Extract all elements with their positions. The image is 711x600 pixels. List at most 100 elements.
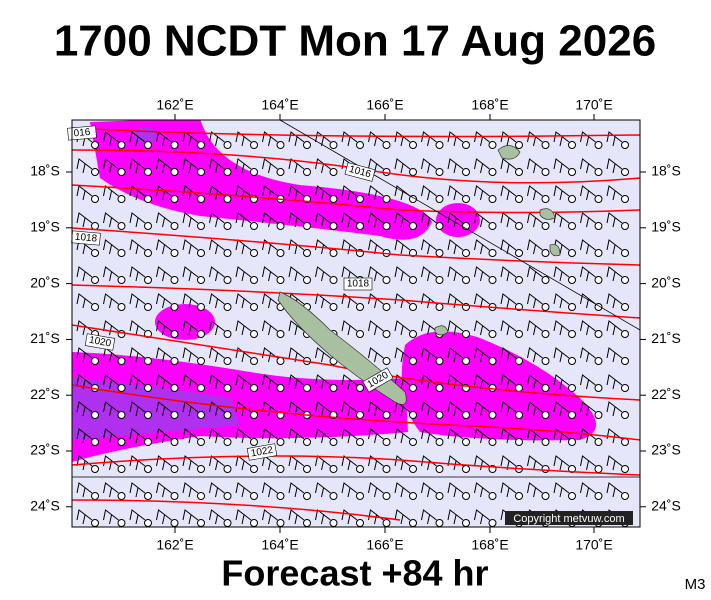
barb	[315, 428, 331, 444]
station	[250, 465, 258, 473]
barb	[447, 293, 464, 309]
barb	[129, 509, 146, 525]
barb	[368, 293, 384, 309]
station	[409, 411, 417, 419]
barb	[182, 509, 199, 525]
barb	[527, 158, 543, 174]
station	[144, 384, 152, 392]
station	[91, 303, 99, 311]
station	[435, 357, 444, 365]
barb	[235, 347, 252, 363]
barb	[209, 320, 225, 336]
label-box	[343, 277, 373, 291]
barb	[262, 239, 278, 255]
station	[303, 222, 311, 230]
station	[197, 384, 205, 392]
station	[409, 330, 417, 338]
station	[594, 465, 603, 473]
barb	[315, 347, 331, 363]
frame	[71, 119, 641, 528]
station	[409, 249, 417, 257]
barb	[606, 293, 623, 309]
station	[435, 465, 444, 473]
station	[117, 357, 126, 365]
station	[568, 249, 576, 257]
barb	[368, 455, 384, 471]
lat-label: 21˚S	[651, 330, 681, 346]
station	[250, 168, 258, 176]
station	[621, 330, 629, 338]
station	[488, 492, 497, 500]
barb	[474, 428, 490, 444]
barb	[288, 320, 305, 336]
station	[594, 249, 603, 257]
station	[541, 222, 550, 230]
barb	[606, 455, 623, 471]
barb	[156, 455, 172, 471]
barb	[129, 428, 146, 444]
barb	[76, 212, 93, 228]
barb	[500, 266, 517, 282]
station	[568, 492, 576, 500]
barb	[447, 455, 464, 471]
barb	[474, 131, 490, 147]
station	[303, 276, 311, 284]
station	[276, 276, 285, 284]
station	[144, 141, 152, 149]
station	[144, 249, 152, 257]
barb	[341, 320, 358, 336]
station	[409, 492, 417, 500]
station	[382, 411, 391, 419]
station	[91, 249, 99, 257]
barb	[368, 131, 384, 147]
barb	[606, 185, 623, 201]
station	[462, 357, 470, 365]
station	[462, 411, 470, 419]
barb	[500, 347, 517, 363]
station	[197, 492, 205, 500]
barb	[288, 131, 305, 147]
station	[329, 438, 338, 446]
station	[144, 168, 152, 176]
barb	[527, 266, 543, 282]
station	[382, 492, 391, 500]
barb	[235, 131, 252, 147]
barb	[553, 401, 570, 417]
station	[276, 357, 285, 365]
station	[621, 384, 629, 392]
station	[515, 195, 523, 203]
station	[621, 303, 629, 311]
barb	[500, 374, 517, 390]
station	[223, 222, 232, 230]
barb	[103, 131, 119, 147]
barb	[288, 428, 305, 444]
station	[621, 492, 629, 500]
barb	[500, 428, 517, 444]
barb	[182, 455, 199, 471]
station	[197, 222, 205, 230]
barb	[447, 347, 464, 363]
barb	[156, 347, 172, 363]
barb	[182, 374, 199, 390]
barb	[580, 158, 596, 174]
station	[409, 222, 417, 230]
station	[488, 330, 497, 338]
station	[515, 438, 523, 446]
barb	[103, 428, 119, 444]
heavy-rain-area	[72, 378, 240, 440]
barb	[421, 266, 437, 282]
station	[409, 438, 417, 446]
station	[488, 411, 497, 419]
barb	[262, 266, 278, 282]
station	[276, 222, 285, 230]
label-box	[67, 125, 97, 141]
barb	[606, 266, 623, 282]
station	[462, 492, 470, 500]
station	[117, 411, 126, 419]
station	[223, 411, 232, 419]
barb	[500, 320, 517, 336]
station	[594, 276, 603, 284]
lat-label: 22˚S	[30, 386, 60, 402]
barb	[209, 293, 225, 309]
barb	[182, 428, 199, 444]
